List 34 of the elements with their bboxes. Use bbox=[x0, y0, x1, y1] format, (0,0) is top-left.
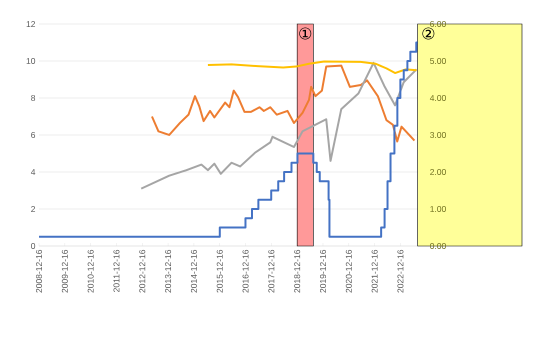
y2-tick-label: 1.00 bbox=[430, 206, 446, 212]
y2-tick-label: 2.00 bbox=[430, 168, 446, 175]
x-tick-label: 2017-12-16 bbox=[268, 250, 274, 293]
band-label: ② bbox=[422, 28, 434, 40]
x-tick-label: 2015-12-16 bbox=[216, 250, 223, 293]
x-tick-label: 2020-12-16 bbox=[346, 250, 352, 293]
x-tick-label: 2012-12-16 bbox=[139, 250, 146, 293]
x-tick-label: 2010-12-16 bbox=[88, 250, 94, 293]
y2-tick-label: 0.00 bbox=[430, 242, 446, 249]
y2-tick-label: 6.00 bbox=[430, 20, 446, 27]
x-tick-label: 2013-12-16 bbox=[165, 250, 172, 293]
y-tick-label: 8 bbox=[31, 94, 36, 101]
y2-tick-label: 4.00 bbox=[430, 94, 446, 101]
y-tick-label: 2 bbox=[31, 206, 36, 212]
y2-tick-label: 5.00 bbox=[430, 58, 446, 64]
x-tick-label: 2011-12-16 bbox=[113, 250, 120, 292]
y2-tick-label: 3.00 bbox=[430, 132, 446, 138]
x-tick-label: 2009-12-16 bbox=[62, 250, 68, 293]
y-tick-label: 6 bbox=[31, 132, 36, 138]
y-tick-label: 4 bbox=[30, 169, 36, 175]
x-tick-label: 2019-12-16 bbox=[320, 250, 326, 293]
band-label: ① bbox=[299, 28, 312, 40]
x-tick-label: 2021-12-16 bbox=[372, 250, 378, 293]
x-tick-label: 2022-12-16 bbox=[397, 250, 404, 293]
line-series bbox=[140, 62, 418, 190]
x-tick-label: 2016-12-16 bbox=[242, 250, 249, 293]
x-tick-label: 2018-12-16 bbox=[294, 250, 300, 293]
line-series bbox=[150, 64, 416, 142]
y-tick-label: 12 bbox=[26, 21, 36, 27]
y-tick-label: 0 bbox=[31, 242, 36, 249]
y-tick-label: 10 bbox=[26, 58, 36, 64]
line-series bbox=[206, 60, 418, 74]
x-tick-label: 2008-12-16 bbox=[36, 250, 42, 293]
x-tick-label: 2014-12-16 bbox=[190, 250, 197, 293]
